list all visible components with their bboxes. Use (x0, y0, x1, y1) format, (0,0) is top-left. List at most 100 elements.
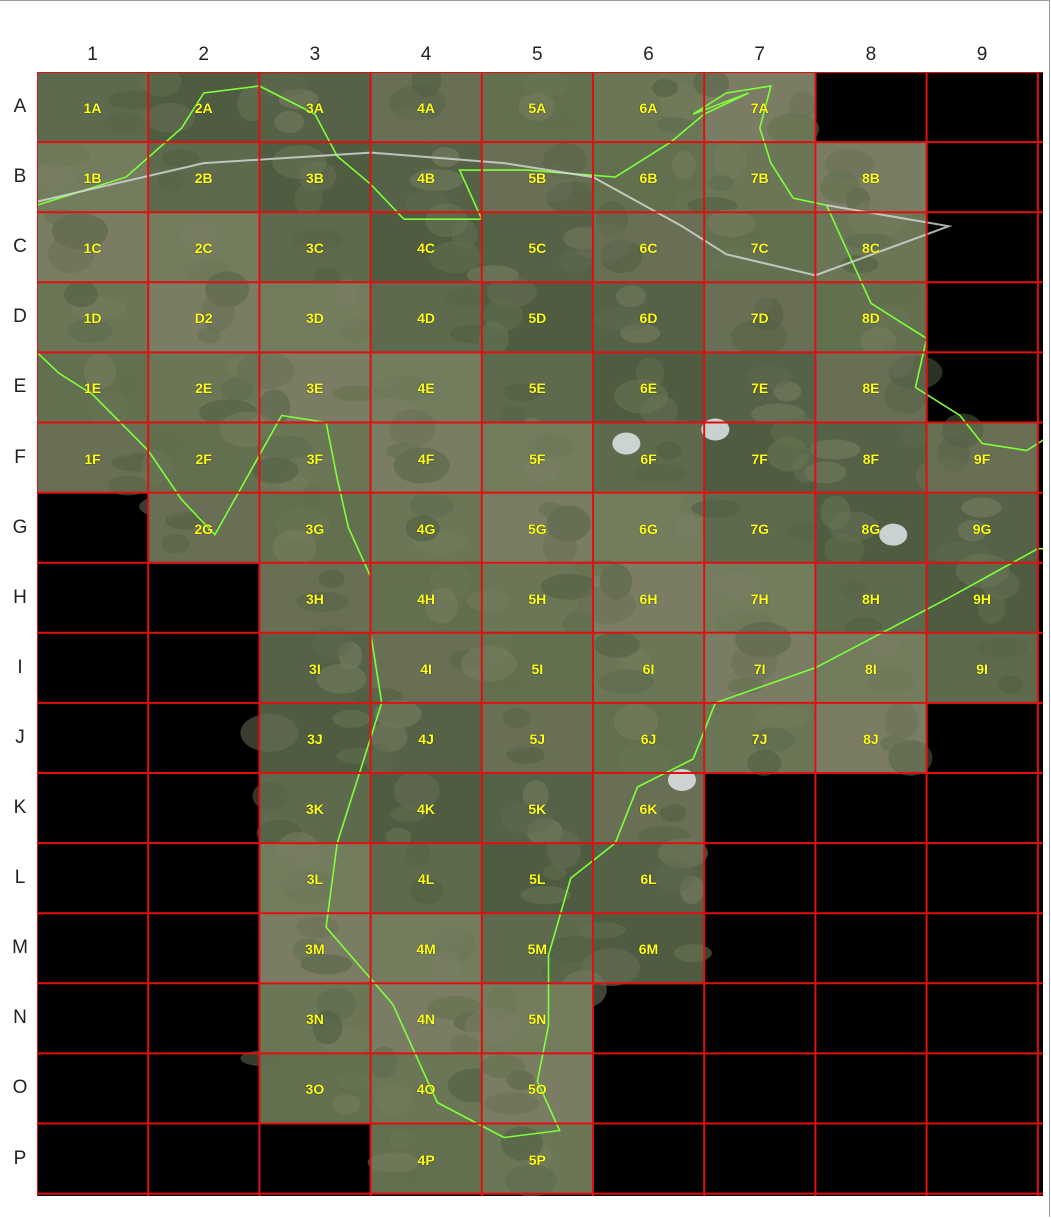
imagery-texture (955, 553, 1010, 588)
column-label-1: 1 (87, 44, 98, 65)
imagery-texture (542, 527, 577, 566)
map-area[interactable]: 1A 2A 3A 4A 5A 6A 7A 1B 2B 3B 4B 5B 6B 7B 8B 1C 2C 3C 4C 5C… (37, 72, 1043, 1196)
imagery-texture (272, 529, 317, 566)
imagery-texture (820, 171, 861, 204)
column-label-5: 5 (532, 44, 543, 65)
imagery-texture (614, 379, 668, 414)
imagery-texture (314, 267, 341, 286)
grid-cell-label-3I: 3I (309, 660, 321, 677)
imagery-texture (504, 1164, 557, 1196)
imagery-texture (385, 107, 432, 145)
imagery-texture (957, 519, 988, 542)
imagery-texture (334, 279, 359, 308)
imagery-texture (614, 703, 658, 740)
imagery-texture (707, 593, 746, 624)
imagery-texture (840, 255, 879, 274)
imagery-texture (108, 475, 148, 496)
grid-cell-label-1B: 1B (83, 170, 102, 187)
imagery-texture (393, 1168, 430, 1185)
imagery-texture (676, 513, 700, 542)
grid-cell-label-4D: 4D (417, 310, 436, 327)
imagery-texture (484, 1092, 539, 1115)
imagery-texture (292, 229, 345, 250)
imagery-texture (161, 533, 190, 554)
grid-cell-label-2E: 2E (195, 380, 213, 397)
grid-cell-label-5G: 5G (527, 520, 547, 537)
grid-cell-label-4L: 4L (417, 871, 435, 888)
grid-cell-label-7B: 7B (750, 170, 769, 187)
row-label-E: E (13, 376, 27, 398)
grid-cell-label-9F: 9F (973, 450, 991, 467)
imagery-texture (37, 141, 90, 168)
imagery-texture (751, 727, 796, 752)
imagery-texture (332, 1094, 361, 1115)
grid-cell-label-4J: 4J (418, 730, 434, 747)
imagery-texture (767, 437, 810, 472)
imagery-texture (201, 293, 236, 332)
grid-cell-label-7G: 7G (750, 520, 770, 537)
imagery-texture (500, 802, 553, 834)
imagery-texture (498, 405, 527, 426)
grid-cell-label-3D: 3D (305, 310, 324, 327)
grid-cell-label-3J: 3J (307, 730, 323, 747)
grid-cell-label-4A: 4A (417, 100, 436, 116)
imagery-texture (713, 141, 748, 180)
grid-cell-label-5K: 5K (528, 801, 547, 817)
imagery-texture (256, 435, 313, 460)
grid-cell-label-5I: 5I (531, 660, 544, 677)
imagery-texture (177, 243, 204, 274)
imagery-texture (427, 996, 484, 1021)
row-label-O: O (12, 1077, 28, 1099)
grid-cell-label-8F: 8F (862, 450, 880, 467)
grid-cell-label-3N: 3N (305, 1011, 324, 1028)
row-label-H: H (13, 586, 27, 608)
grid-cell-label-6H: 6H (639, 590, 658, 607)
grid-cell-label-3C: 3C (305, 240, 324, 257)
imagery-texture (37, 163, 76, 192)
grid-cell-label-6I: 6I (642, 660, 655, 677)
imagery-texture (520, 886, 571, 905)
grid-cell-label-4O: 4O (416, 1081, 436, 1098)
row-label-M: M (12, 937, 28, 959)
highway-line (37, 151, 953, 277)
imagery-texture (466, 589, 509, 612)
imagery-texture (312, 625, 353, 658)
imagery-texture (580, 167, 624, 192)
imagery-texture (1001, 653, 1038, 670)
grid-cell-label-5C: 5C (528, 240, 547, 257)
imagery-texture (312, 301, 363, 332)
imagery-texture (652, 79, 678, 97)
grid-cell-label-7D: 7D (750, 310, 769, 327)
grid-cell-label-5F: 5F (529, 450, 546, 467)
imagery-texture (731, 319, 788, 356)
imagery-texture (141, 72, 182, 97)
imagery-texture (656, 117, 692, 133)
imagery-texture (161, 149, 200, 168)
grid-cell-label-7E: 7E (751, 380, 769, 397)
grid-cell-label-2C: 2C (194, 240, 213, 257)
grid-cell-label-5L: 5L (529, 871, 546, 888)
imagery-texture (522, 72, 569, 97)
grid-cell-label-9I: 9I (976, 660, 988, 677)
grid-cell-label-8I: 8I (865, 660, 877, 677)
row-label-A: A (13, 96, 27, 117)
grid-cell-label-6K: 6K (639, 801, 658, 817)
grid-cell-label-4H: 4H (417, 590, 436, 607)
grid-cell-label-7F: 7F (751, 450, 768, 467)
grid-cell-label-4P: 4P (417, 1151, 435, 1168)
imagery-texture (616, 285, 646, 308)
grid-cell-label-3G: 3G (305, 520, 325, 537)
grid-cell-label-2B: 2B (194, 170, 213, 187)
grid-cell-label-6L: 6L (640, 871, 657, 888)
imagery-texture (460, 645, 517, 682)
imagery-texture (808, 439, 861, 460)
imagery-texture (252, 782, 289, 810)
column-label-6: 6 (643, 44, 654, 65)
imagery-texture (240, 713, 299, 752)
imagery-texture (332, 709, 371, 728)
grid-cell-label-5M: 5M (527, 941, 548, 958)
imagery-texture (864, 305, 911, 332)
imagery-texture (197, 327, 222, 344)
imagery-texture (594, 631, 640, 658)
imagery-texture (727, 281, 774, 320)
